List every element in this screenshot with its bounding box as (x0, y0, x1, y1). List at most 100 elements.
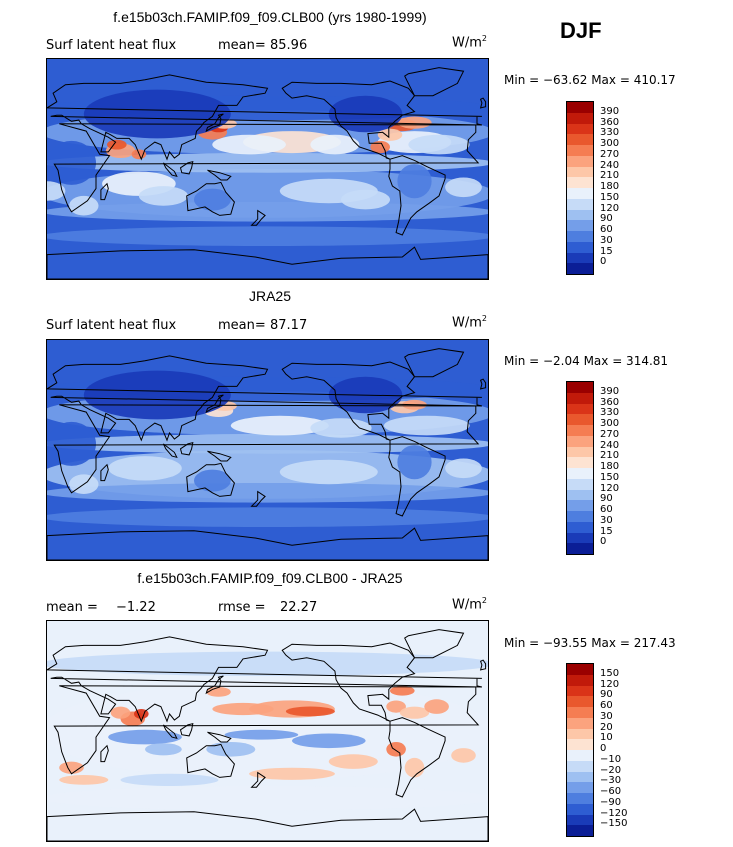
panel-1-mean-value: 85.96 (270, 38, 308, 53)
panel-1-colorbar-ticks: 390 360 330 300 270 240 210 180 150 120 90 60 30 15 0 (600, 101, 640, 275)
colorbar-tick-label: 120 (600, 202, 620, 214)
panel-2-min-max: Min = −2.04 Max = 314.81 (504, 354, 669, 368)
colorbar-tick-label: −60 (600, 786, 622, 797)
colorbar-tick-label: 120 (600, 482, 620, 494)
colorbar-swatch (567, 177, 593, 188)
colorbar-tick-label: 0 (600, 536, 607, 548)
panel-3-map-svg (47, 621, 488, 841)
coastline (47, 636, 483, 723)
map-field-patch (108, 456, 182, 481)
map-field-patch (390, 685, 415, 696)
map-field-patch (285, 706, 335, 717)
colorbar-tick-label: 10 (600, 732, 613, 744)
colorbar-tick-label: 240 (600, 439, 620, 451)
colorbar-swatch (567, 403, 593, 415)
colorbar-swatch (567, 382, 593, 393)
coastline (281, 80, 416, 160)
colorbar-tick-label: 390 (600, 385, 620, 397)
colorbar-swatch (567, 825, 593, 836)
map-field-patch (310, 134, 360, 155)
map-field-patch (397, 164, 432, 199)
colorbar-swatch (567, 478, 593, 490)
map-field-patch (397, 445, 432, 480)
colorbar-tick-label: 60 (600, 224, 613, 235)
map-field-patch (47, 140, 96, 185)
colorbar-tick-label: 120 (600, 678, 620, 690)
panel-2-colorbar (566, 381, 594, 555)
map-field-patch (445, 177, 482, 198)
coastline (404, 629, 465, 659)
colorbar-swatch (567, 102, 593, 113)
colorbar-swatch (567, 685, 593, 697)
colorbar-swatch (567, 231, 593, 242)
map-field-patch (212, 702, 274, 716)
map-field-patch (145, 743, 182, 756)
map-field-patch (83, 370, 231, 420)
coastline (281, 642, 416, 722)
season-label: DJF (560, 18, 602, 43)
panel-3-min-max: Min = −93.55 Max = 217.43 (504, 636, 676, 650)
map-field-patch (120, 773, 219, 786)
coastline (250, 490, 266, 507)
coastline (100, 182, 109, 201)
colorbar-tick-label: 0 (600, 256, 607, 268)
map-field-patch (445, 458, 482, 479)
map-field-patch (69, 195, 99, 216)
colorbar-tick-label: 240 (600, 159, 620, 171)
map-field-patch (341, 189, 390, 210)
colorbar-swatch (567, 489, 593, 501)
colorbar-swatch (567, 392, 593, 404)
colorbar-tick-label: 360 (600, 396, 620, 408)
coastline (162, 724, 178, 740)
colorbar-tick-label: 60 (600, 700, 613, 711)
colorbar-swatch (567, 521, 593, 533)
colorbar-swatch (567, 543, 593, 554)
colorbar-swatch (567, 220, 593, 231)
map-field-patch (47, 651, 488, 676)
coastline (479, 97, 487, 109)
map-field-patch (224, 729, 299, 740)
colorbar-tick-label: 30 (600, 514, 613, 526)
panel-3-rmse-label: rmse = (218, 600, 266, 615)
coastline (250, 209, 266, 226)
colorbar-tick-label: 30 (600, 234, 613, 246)
coastline (47, 808, 488, 841)
colorbar-swatch (567, 739, 593, 750)
coastline (100, 744, 109, 763)
coastline (47, 355, 483, 442)
map-field-patch (386, 742, 406, 757)
colorbar-swatch (567, 532, 593, 544)
colorbar-tick-label: −90 (600, 796, 622, 808)
map-field-patch (424, 699, 449, 714)
map-field-patch (386, 700, 406, 713)
coastline (388, 436, 446, 517)
map-field-patch (397, 116, 432, 129)
coastline (207, 731, 232, 743)
colorbar-swatch (567, 414, 593, 425)
colorbar-tick-label: 60 (600, 504, 613, 515)
coastline (53, 123, 480, 213)
colorbar-tick-label: 270 (600, 148, 620, 160)
map-field-patch (451, 748, 476, 763)
panel-2-mean-label: mean= (218, 318, 266, 333)
colorbar-swatch (567, 112, 593, 124)
coastline (205, 394, 224, 414)
coastline (281, 361, 416, 441)
colorbar-tick-label: 0 (600, 743, 607, 754)
coastline (47, 74, 483, 161)
panel-1-min-max: Min = −63.62 Max = 410.17 (504, 73, 676, 87)
colorbar-swatch (567, 134, 593, 145)
coastline (186, 462, 235, 497)
map-field-patch (206, 742, 256, 757)
panel-1-variable-label: Surf latent heat flux (46, 38, 177, 53)
map-field-patch (47, 226, 488, 246)
panel-3-mean-value: −1.22 (116, 600, 156, 615)
colorbar-swatch (567, 771, 593, 783)
colorbar-tick-label: −150 (600, 818, 628, 830)
panel-2-unit: W/m2 (452, 314, 487, 331)
panel-1-map-svg (47, 59, 488, 279)
colorbar-tick-label: 390 (600, 105, 620, 117)
map-field-patch (292, 733, 366, 749)
panel-3-title: f.e15b03ch.FAMIP.f09_f09.CLB00 - JRA25 (137, 570, 403, 586)
colorbar-swatch (567, 166, 593, 178)
